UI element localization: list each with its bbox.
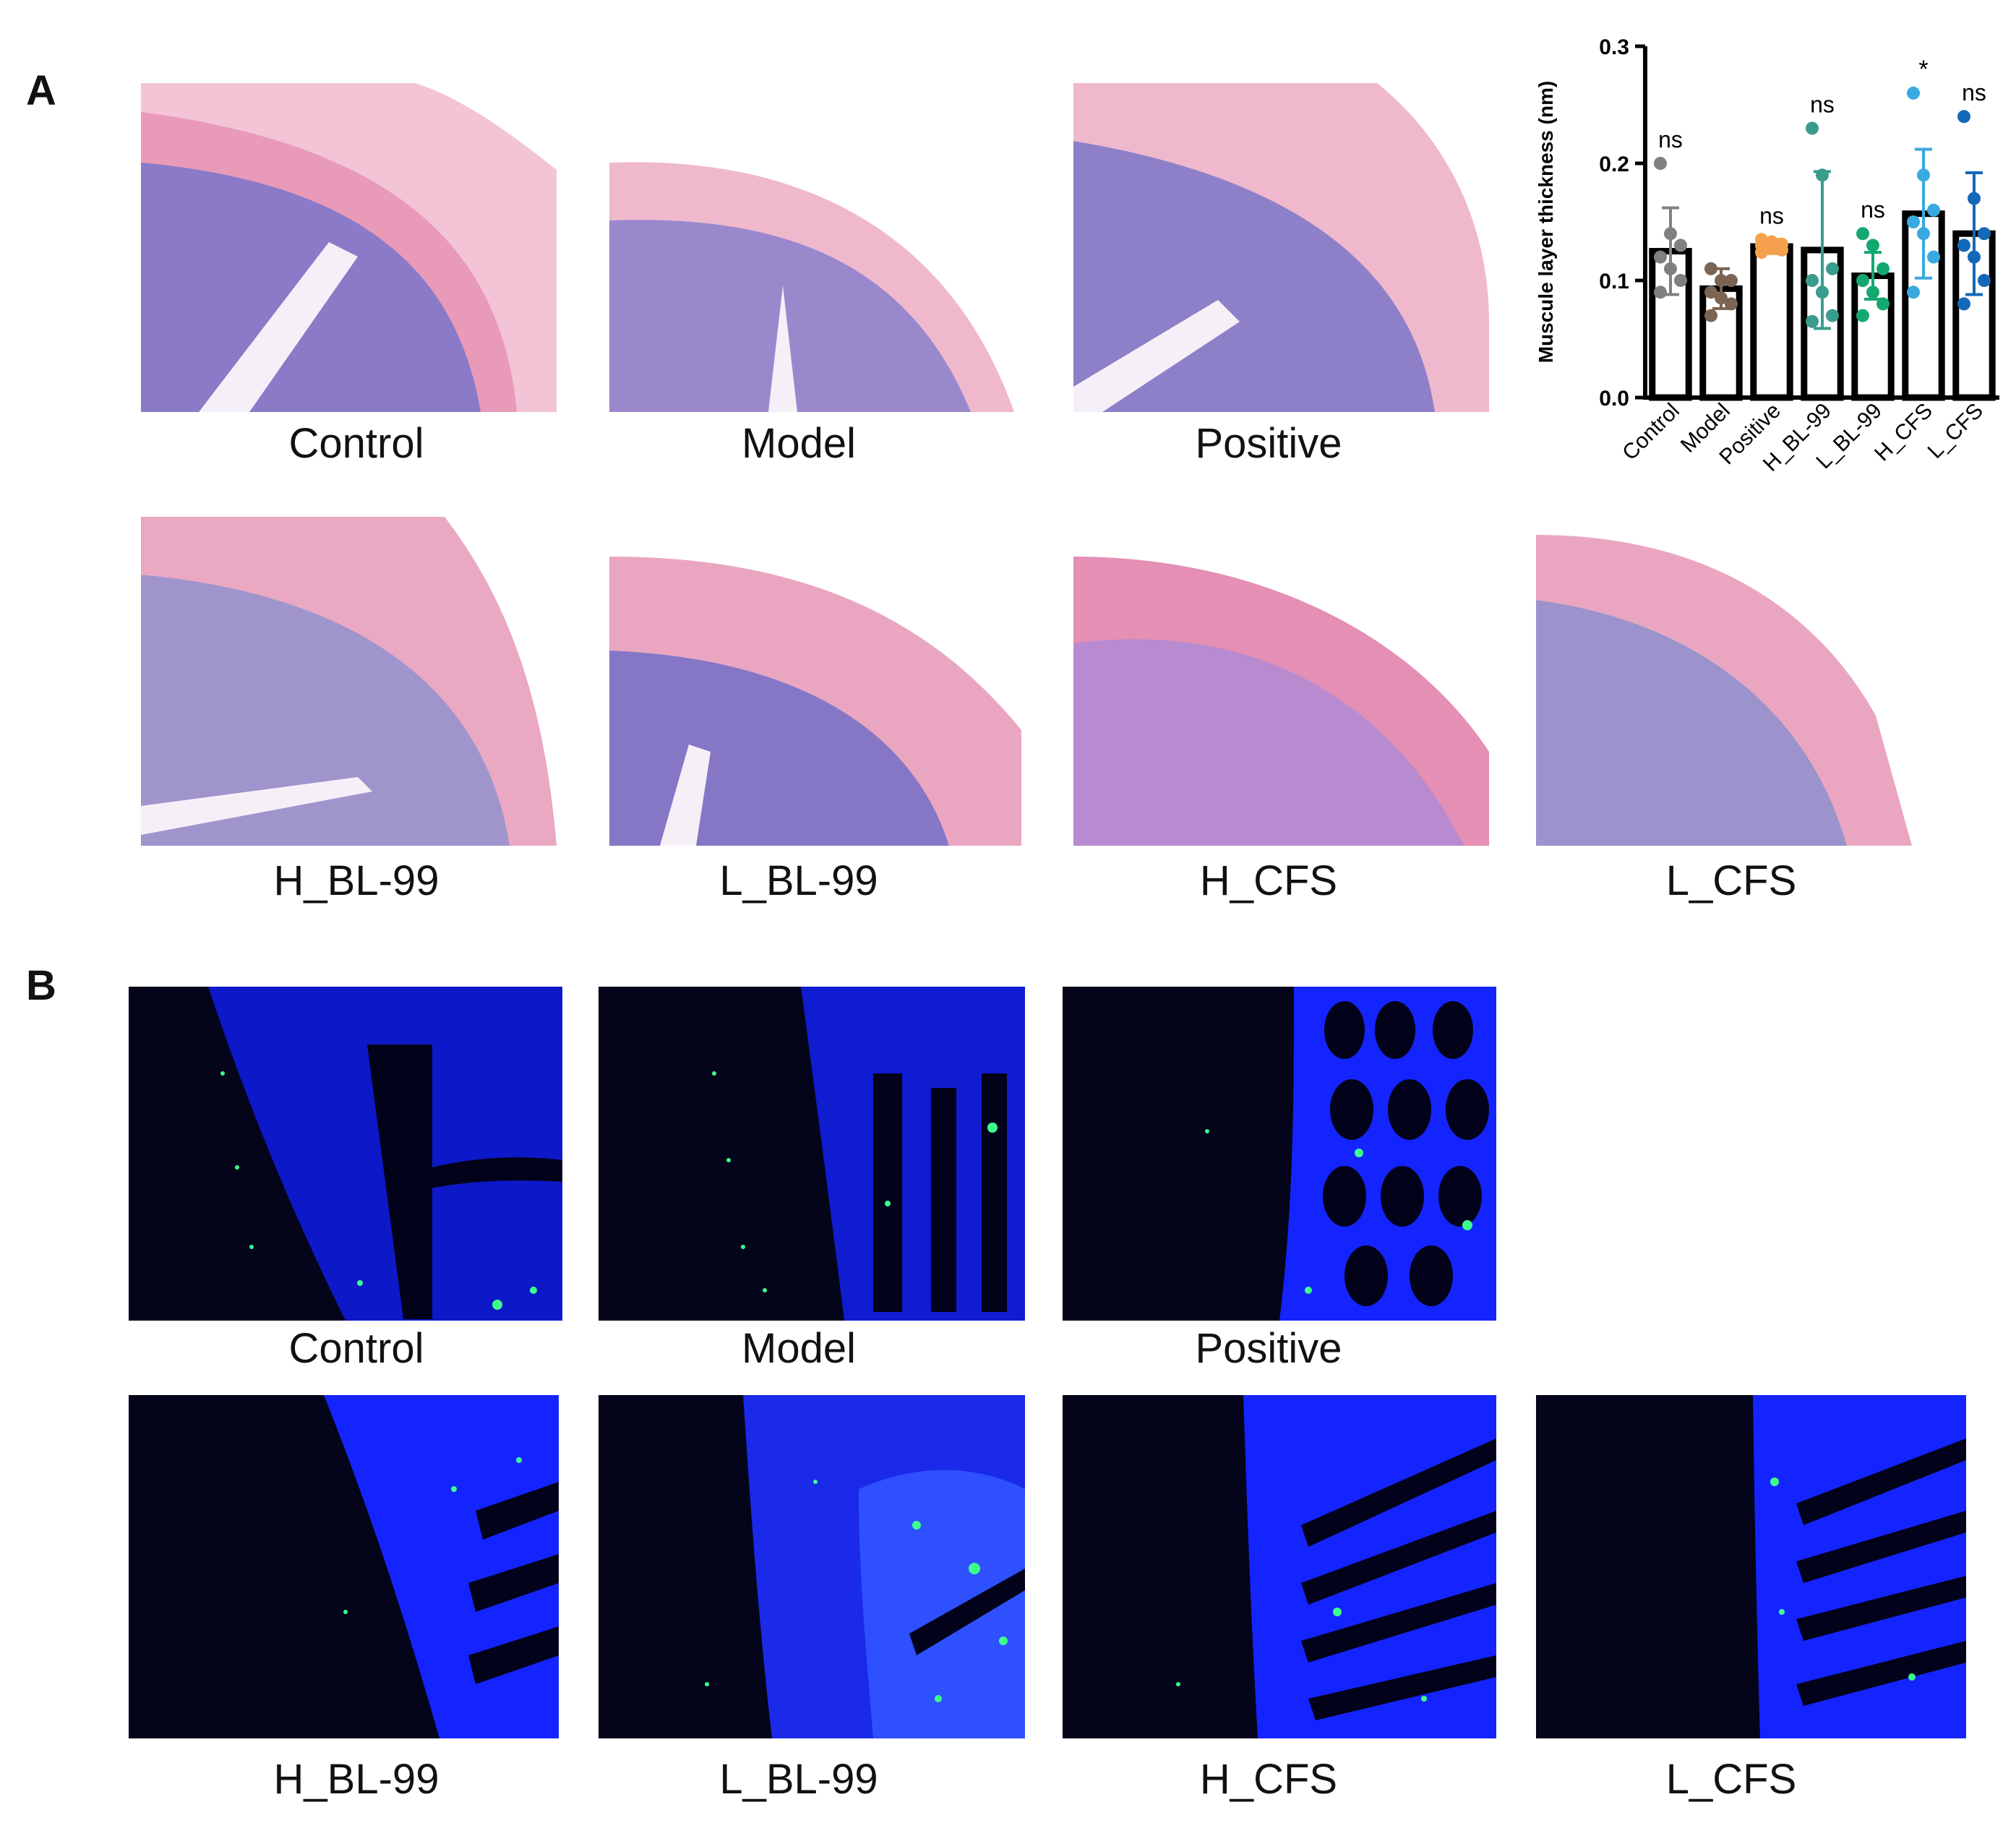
y-tick-label: 0.1 (1599, 270, 1629, 293)
data-point (1917, 227, 1930, 241)
he-image-control (141, 83, 557, 412)
data-point (1927, 250, 1940, 264)
data-point (1856, 309, 1869, 322)
if-image-l-bl-99 (599, 1395, 1025, 1738)
data-point (1826, 262, 1839, 275)
y-tick-label: 0.2 (1599, 153, 1629, 176)
he-image-l-cfs (1536, 513, 1952, 846)
data-point (1856, 274, 1869, 287)
data-point (1704, 262, 1717, 275)
bar (1750, 243, 1793, 401)
x-tick-label: L_CFS (1923, 399, 1988, 463)
if-image-l-cfs (1536, 1395, 1966, 1738)
data-point (1968, 192, 1981, 205)
data-point (1816, 168, 1829, 182)
if-caption-l-bl-99: L_BL-99 (719, 1756, 878, 1803)
data-point (1654, 250, 1667, 264)
significance-label: ns (1658, 126, 1683, 153)
data-point (1978, 227, 1991, 241)
data-point (1957, 110, 1970, 124)
data-point (1816, 286, 1829, 299)
data-point (1957, 239, 1970, 252)
if-caption-positive: Positive (1195, 1325, 1342, 1372)
he-image-h-bl-99 (141, 517, 557, 846)
if-caption-h-bl-99: H_BL-99 (273, 1756, 439, 1803)
data-point (1755, 246, 1768, 259)
data-point (1674, 274, 1687, 287)
data-point (1876, 297, 1890, 311)
data-point (1654, 286, 1667, 299)
significance-label: ns (1861, 197, 1885, 223)
data-point (1826, 309, 1839, 322)
data-point (1704, 309, 1717, 322)
if-image-positive (1063, 987, 1496, 1321)
significance-label: * (1918, 56, 1928, 83)
panel-b-label: B (26, 962, 56, 1009)
he-image-positive (1073, 83, 1489, 412)
data-point (1907, 286, 1920, 299)
significance-label: ns (1962, 80, 1986, 106)
significance-label: ns (1759, 202, 1784, 228)
he-caption-h-cfs: H_CFS (1199, 857, 1338, 904)
data-point (1927, 203, 1940, 217)
data-point (1765, 241, 1778, 254)
data-point (1806, 314, 1819, 328)
he-caption-h-bl-99: H_BL-99 (273, 857, 439, 904)
muscle-thickness-chart: 0.0 0.1 0.2 0.3 Muscule layer thickness (nm)… (1535, 35, 1999, 476)
data-point (1654, 157, 1667, 170)
data-point (1664, 262, 1677, 275)
data-point (1856, 227, 1869, 241)
y-tick-label: 0.3 (1599, 35, 1629, 59)
x-tick-label: H_CFS (1870, 399, 1937, 466)
data-point (1806, 121, 1819, 135)
if-image-h-cfs (1063, 1395, 1496, 1738)
data-point (1775, 243, 1788, 257)
significance-label: ns (1810, 91, 1835, 117)
data-point (1674, 239, 1687, 252)
if-caption-model: Model (742, 1325, 856, 1372)
he-caption-l-cfs: L_CFS (1665, 857, 1797, 904)
y-tick-label: 0.0 (1599, 387, 1629, 411)
panel-a-label: A (26, 67, 56, 114)
data-point (1715, 291, 1728, 305)
data-point (1725, 274, 1738, 287)
y-axis-title: Muscule layer thickness (nm) (1535, 81, 1557, 364)
if-caption-l-cfs: L_CFS (1665, 1756, 1797, 1803)
data-point (1715, 274, 1728, 287)
he-caption-positive: Positive (1195, 420, 1342, 467)
data-point (1876, 262, 1890, 275)
data-point (1866, 239, 1879, 252)
data-point (1978, 274, 1991, 287)
data-point (1917, 168, 1930, 182)
chart-bars (1649, 147, 1996, 401)
data-point (1866, 286, 1879, 299)
data-point (1806, 274, 1819, 287)
data-point (1704, 286, 1717, 299)
chart-points (1654, 86, 1991, 328)
he-image-l-bl-99 (609, 513, 1021, 846)
if-image-h-bl-99 (129, 1395, 559, 1738)
he-caption-control: Control (288, 420, 424, 467)
he-image-model (609, 83, 1014, 412)
data-point (1907, 86, 1920, 100)
he-caption-l-bl-99: L_BL-99 (719, 857, 878, 904)
if-caption-control: Control (288, 1325, 424, 1372)
he-caption-model: Model (742, 420, 856, 467)
if-image-model (599, 987, 1025, 1321)
data-point (1968, 250, 1981, 264)
if-caption-h-cfs: H_CFS (1199, 1756, 1338, 1803)
data-point (1725, 297, 1738, 311)
he-image-h-cfs (1073, 513, 1489, 846)
data-point (1957, 297, 1970, 311)
data-point (1907, 215, 1920, 228)
if-image-control (129, 987, 562, 1321)
data-point (1664, 227, 1677, 241)
